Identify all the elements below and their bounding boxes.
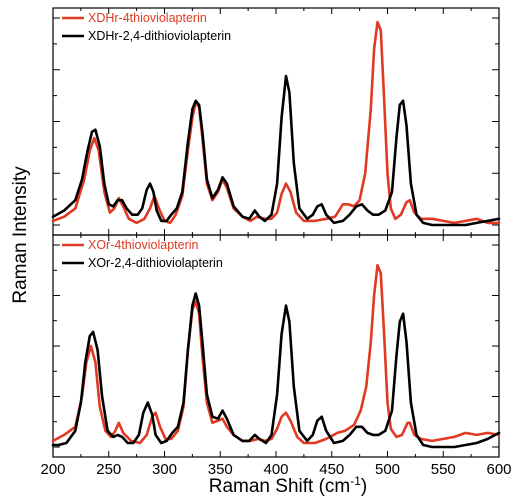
x-tick-label: 450 (319, 461, 344, 478)
legend-label-1-2: XDHr-2,4-dithioviolapterin (88, 29, 231, 43)
x-tick-label: 500 (375, 461, 400, 478)
panels-layer: XDHr-4thioviolapterin XDHr-2,4-dithioviol… (51, 7, 501, 458)
x-tick-label: 350 (208, 461, 233, 478)
series-line-XOr-2,4-dithioviolapterin (51, 292, 501, 449)
series-line-XOr-4thioviolapterin (51, 263, 501, 445)
legend-label-2-1: XOr-4thioviolapterin (88, 238, 199, 252)
x-tick-labels: 200 250 300 350 400 450 500 550 600 (40, 461, 511, 478)
panel-1: XDHr-4thioviolapterin XDHr-2,4-dithioviol… (51, 7, 501, 236)
legend-label-1-1: XDHr-4thioviolapterin (88, 11, 207, 25)
x-tick-label: 200 (40, 461, 65, 478)
x-axis-title-close: ) (361, 476, 367, 497)
x-axis-title-superscript: -1 (350, 474, 361, 488)
panel-2: XOr-4thioviolapterin XOr-2,4-dithioviolap… (51, 234, 501, 458)
x-tick-label: 400 (263, 461, 288, 478)
y-axis-title: Raman Intensity (10, 166, 31, 304)
x-axis-title: Raman Shift (cm-1) (209, 474, 367, 497)
series-line-XDHr-2,4-dithioviolapterin (51, 74, 501, 227)
x-tick-label: 250 (96, 461, 121, 478)
x-axis-title-main: Raman Shift (cm (209, 476, 350, 497)
x-tick-label: 550 (431, 461, 456, 478)
x-tick-label: 600 (486, 461, 511, 478)
legend-label-2-2: XOr-2,4-dithioviolapterin (88, 256, 223, 270)
x-tick-label: 300 (152, 461, 177, 478)
